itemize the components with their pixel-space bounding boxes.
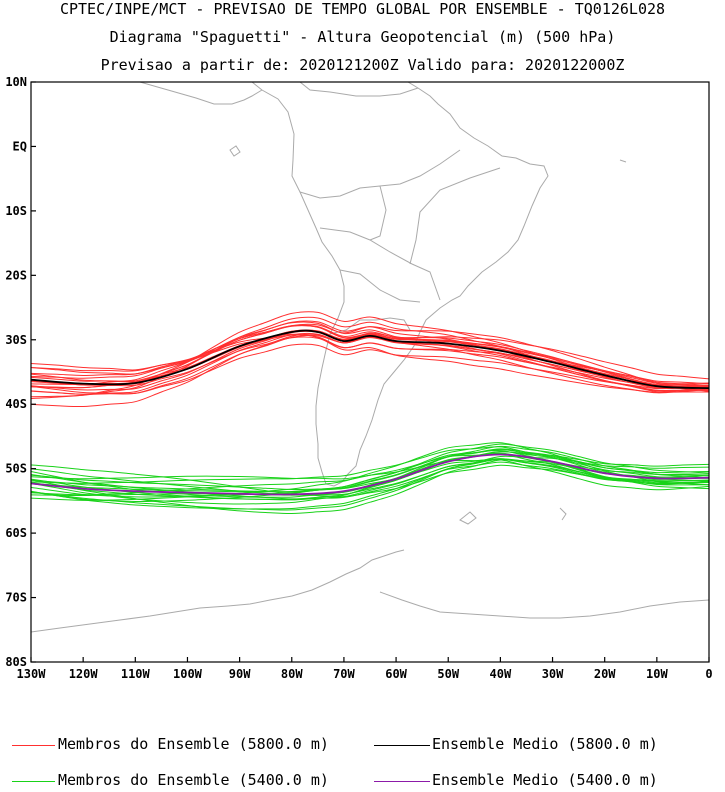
lat-tick-label: EQ [13,139,27,153]
borders-south-america [299,149,501,335]
coastline-antarctica [31,549,709,633]
ensemble-member-5800-line [31,336,709,388]
ensemble-member-5400-line [31,458,709,491]
lat-tick-label: 40S [5,397,27,411]
ensemble-member-5800-line [31,333,709,393]
coastlines [31,82,709,633]
lat-tick-label: 10N [5,75,27,89]
legend-mean-5800-swatch [374,745,430,746]
lon-tick-label: 70W [333,667,355,681]
lon-tick-label: 20W [594,667,616,681]
lat-tick-label: 30S [5,333,27,347]
lat-tick-label: 60S [5,526,27,540]
ensemble-mean-5800-line [31,329,709,389]
ensemble-member-5800-line [31,332,709,395]
lat-tick-label: 10S [5,204,27,218]
coastline-caribbean [299,82,419,97]
lon-tick-label: 10W [646,667,668,681]
legend-members-5400-label: Membros do Ensemble (5400.0 m) [58,771,329,789]
ensemble-member-5400-line [31,449,709,501]
lon-tick-label: 60W [385,667,407,681]
lat-tick-label: 70S [5,591,27,605]
lon-tick-label: 50W [437,667,459,681]
lat-tick-label: 50S [5,462,27,476]
legend-members-5800-label: Membros do Ensemble (5800.0 m) [58,735,329,753]
ensemble-member-5800-line [31,316,709,398]
legend-members-5800-swatch [12,745,55,746]
ensemble-member-5800-line [31,343,709,395]
legend-mean-5400-swatch [374,781,430,782]
coastline-south-america [251,82,549,487]
ensemble-member-5400-line [31,461,709,500]
lon-tick-label: 110W [121,667,151,681]
ensemble-mean-5400-line [31,453,709,496]
members-5800-group [31,311,709,408]
coastline-islands [229,145,627,525]
title-line-3: Previsao a partir de: 2020121200Z Valido… [100,56,625,74]
coastline-central-america [139,82,263,105]
lon-tick-label: 120W [69,667,99,681]
ensemble-member-5400-line [31,450,709,503]
ensemble-member-5400-line [31,455,709,511]
lon-tick-label: 90W [229,667,251,681]
lon-tick-label: 0 [705,667,712,681]
lon-tick-label: 40W [490,667,512,681]
lon-tick-label: 130W [17,667,47,681]
title-line-1: CPTEC/INPE/MCT - PREVISAO DE TEMPO GLOBA… [59,0,666,18]
legend-mean-5800-label: Ensemble Medio (5800.0 m) [432,735,658,753]
ensemble-member-5400-line [31,446,709,484]
plot-frame [30,81,710,663]
lon-tick-label: 30W [542,667,564,681]
legend-members-5400-swatch [12,781,55,782]
ensemble-member-5800-line [31,324,709,391]
ensemble-member-5400-line [31,442,709,498]
title-line-2: Diagrama "Spaguetti" - Altura Geopotenci… [109,28,616,46]
ensemble-member-5400-line [31,450,709,501]
members-5400-group [31,442,709,515]
legend-mean-5400-label: Ensemble Medio (5400.0 m) [432,771,658,789]
lat-tick-label: 80S [5,655,27,669]
lon-tick-label: 100W [173,667,203,681]
lat-tick-label: 20S [5,268,27,282]
lon-tick-label: 80W [281,667,303,681]
